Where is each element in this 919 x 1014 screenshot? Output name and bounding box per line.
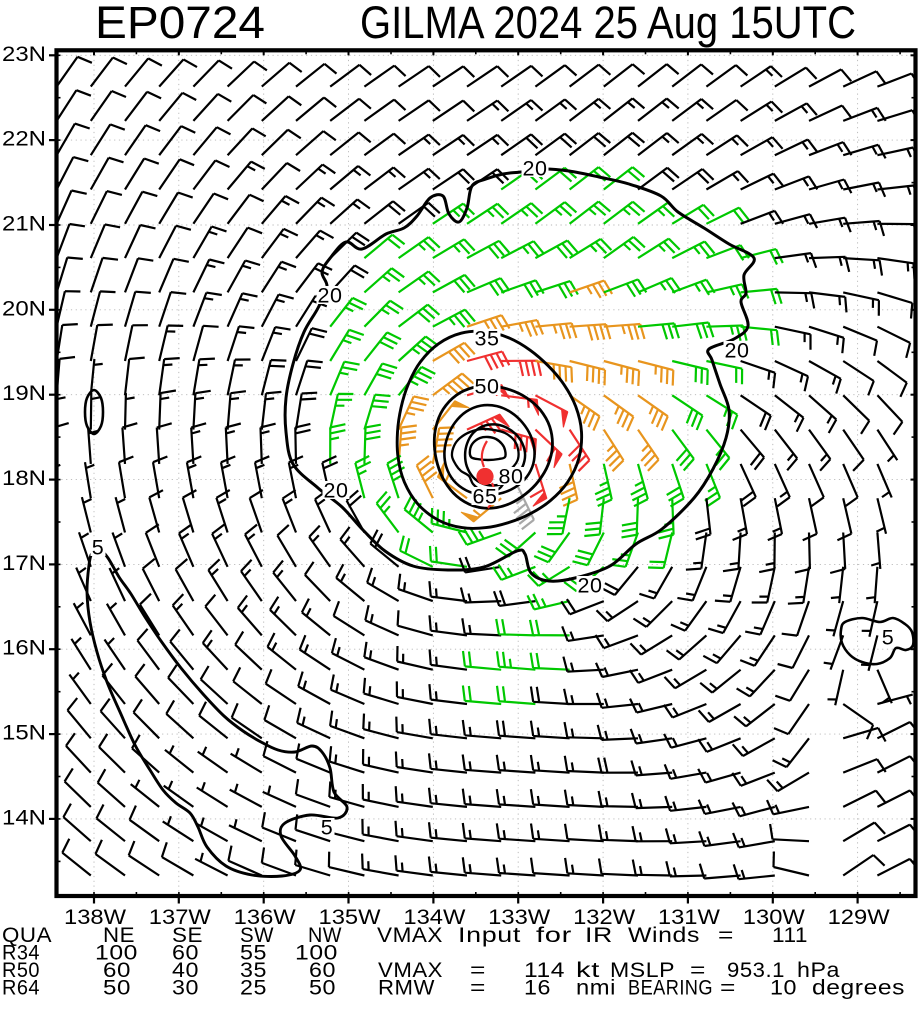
svg-text:35: 35 <box>240 959 267 982</box>
svg-text:100: 100 <box>295 942 338 965</box>
svg-text:131W: 131W <box>658 906 720 929</box>
svg-text:MSLP: MSLP <box>610 959 675 982</box>
svg-text:50: 50 <box>103 977 131 1000</box>
svg-text:60: 60 <box>172 942 199 965</box>
svg-text:16: 16 <box>524 977 551 1000</box>
svg-text:20: 20 <box>523 157 548 181</box>
svg-text:SW: SW <box>240 924 274 947</box>
svg-text:60: 60 <box>103 959 131 982</box>
svg-text:=: = <box>720 977 736 1000</box>
svg-text:138W: 138W <box>64 906 126 929</box>
svg-text:134W: 134W <box>403 906 465 929</box>
svg-text:50: 50 <box>475 375 500 399</box>
svg-text:60: 60 <box>309 959 336 982</box>
svg-text:NE: NE <box>103 924 135 947</box>
svg-text:17N: 17N <box>2 552 46 575</box>
svg-text:16N: 16N <box>2 637 46 660</box>
svg-text:136W: 136W <box>234 906 296 929</box>
svg-text:10: 10 <box>770 977 797 1000</box>
svg-text:135W: 135W <box>319 906 381 929</box>
svg-text:22N: 22N <box>2 128 46 151</box>
svg-text:35: 35 <box>475 327 500 351</box>
svg-text:=: = <box>470 959 486 982</box>
svg-text:953.1: 953.1 <box>727 959 785 982</box>
svg-text:Winds: Winds <box>628 924 700 947</box>
svg-text:nmi: nmi <box>576 977 616 1000</box>
svg-text:111: 111 <box>772 924 808 947</box>
svg-text:QUA: QUA <box>2 924 52 947</box>
svg-text:5: 5 <box>321 816 333 840</box>
svg-text:R50: R50 <box>2 959 40 982</box>
svg-text:80: 80 <box>499 465 524 489</box>
svg-text:20: 20 <box>318 284 343 308</box>
svg-text:NW: NW <box>308 924 342 947</box>
svg-text:129W: 129W <box>828 906 890 929</box>
svg-text:20N: 20N <box>2 297 46 320</box>
svg-text:GILMA 2024 25 Aug 15UTC: GILMA 2024 25 Aug 15UTC <box>360 0 856 48</box>
svg-text:EP0724: EP0724 <box>95 0 265 48</box>
svg-text:=: = <box>690 959 706 982</box>
svg-text:Input: Input <box>458 924 521 947</box>
svg-text:15N: 15N <box>2 722 46 745</box>
svg-text:20: 20 <box>578 574 603 598</box>
svg-text:133W: 133W <box>488 906 550 929</box>
svg-text:23N: 23N <box>2 43 46 66</box>
svg-text:kt: kt <box>576 959 600 982</box>
svg-text:130W: 130W <box>743 906 805 929</box>
svg-text:14N: 14N <box>2 806 46 829</box>
svg-text:100: 100 <box>95 942 138 965</box>
svg-text:RMW: RMW <box>378 977 435 1000</box>
svg-text:65: 65 <box>473 485 498 509</box>
svg-text:55: 55 <box>240 942 267 965</box>
svg-text:hPa: hPa <box>797 959 840 982</box>
svg-text:=: = <box>470 977 486 1000</box>
svg-text:21N: 21N <box>2 213 46 236</box>
svg-text:20: 20 <box>725 339 750 363</box>
svg-text:50: 50 <box>309 977 336 1000</box>
svg-text:degrees: degrees <box>812 977 905 1000</box>
svg-text:114: 114 <box>524 959 565 982</box>
svg-text:40: 40 <box>172 959 199 982</box>
svg-text:IR: IR <box>585 924 613 947</box>
svg-text:137W: 137W <box>149 906 211 929</box>
svg-text:25: 25 <box>240 977 267 1000</box>
svg-text:5: 5 <box>92 536 104 560</box>
svg-text:BEARING: BEARING <box>628 977 713 1000</box>
svg-text:VMAX: VMAX <box>378 959 443 982</box>
svg-text:30: 30 <box>172 977 199 1000</box>
svg-text:VMAX: VMAX <box>377 924 443 947</box>
svg-text:R64: R64 <box>2 977 40 1000</box>
svg-text:20: 20 <box>324 479 349 503</box>
svg-text:R34: R34 <box>2 942 40 965</box>
svg-text:for: for <box>536 924 572 947</box>
svg-text:19N: 19N <box>2 382 46 405</box>
svg-text:5: 5 <box>882 626 894 650</box>
svg-text:132W: 132W <box>573 906 635 929</box>
svg-text:=: = <box>718 924 734 947</box>
svg-text:18N: 18N <box>2 467 46 490</box>
svg-text:SE: SE <box>172 924 203 947</box>
